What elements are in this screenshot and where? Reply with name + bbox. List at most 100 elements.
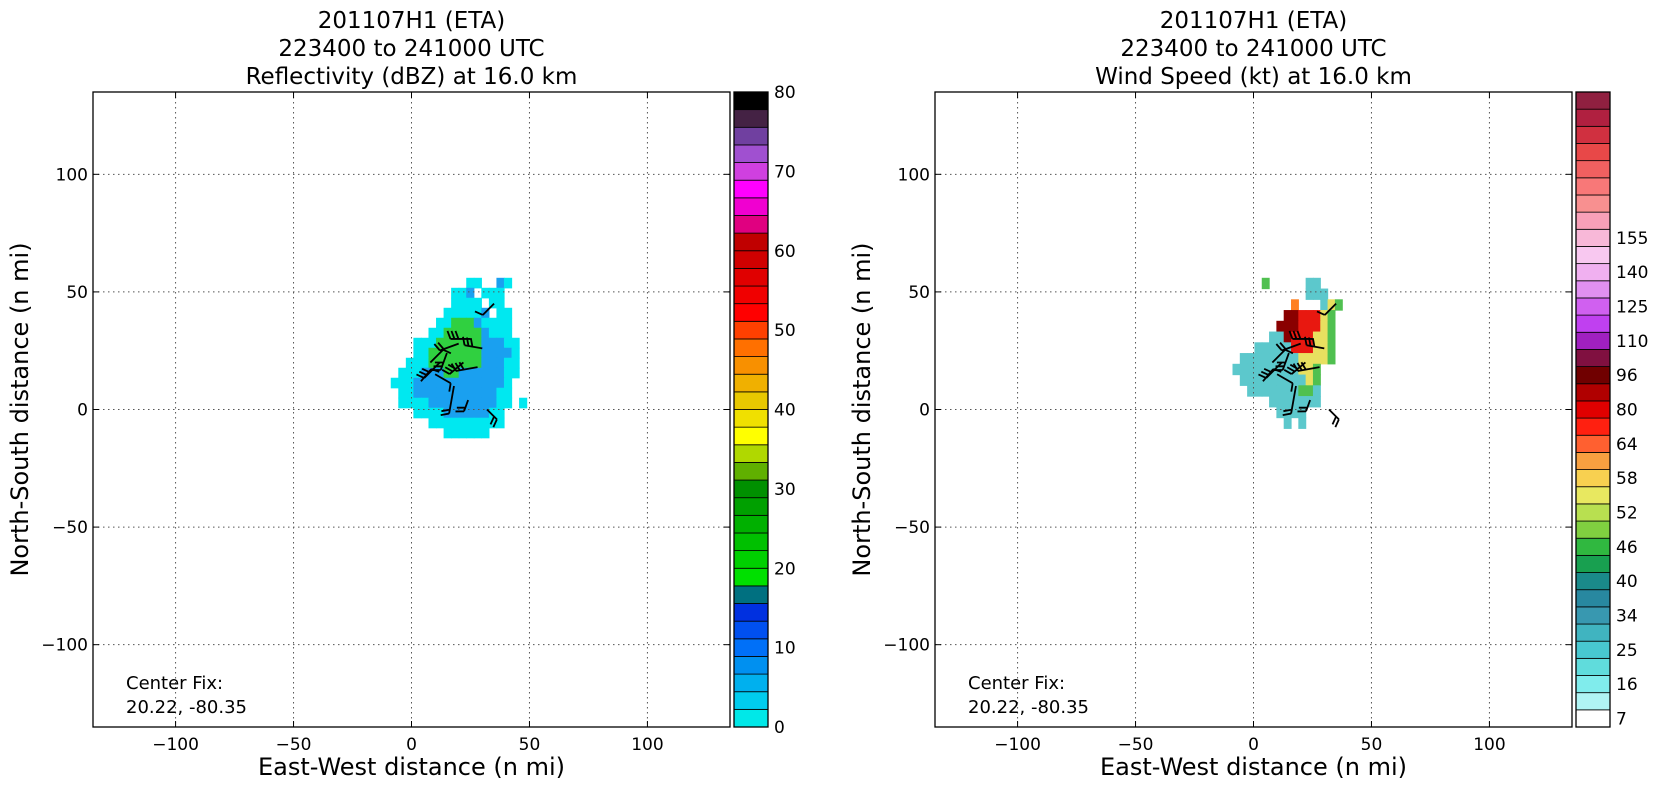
- field-cell: [1291, 406, 1299, 419]
- field-cell: [420, 357, 430, 369]
- field-cell: [473, 357, 482, 369]
- field-cell: [1312, 320, 1321, 333]
- field-cell: [405, 387, 414, 399]
- wind-barb: [1304, 336, 1325, 350]
- field-cell: [458, 347, 467, 359]
- colorbar-tick-label: 40: [774, 401, 796, 421]
- wind-barb: [1282, 385, 1297, 417]
- field-cell: [466, 327, 475, 339]
- field-cell: [496, 287, 505, 299]
- x-tick-label: 0: [1248, 735, 1259, 755]
- x-tick-label: −100: [152, 735, 199, 755]
- field-cell: [466, 297, 475, 309]
- field-cell: [1312, 342, 1321, 354]
- chart-title-line: 223400 to 241000 UTC: [278, 36, 544, 62]
- field-cell: [428, 357, 437, 369]
- field-cell: [473, 407, 482, 419]
- center-fix-annotation: Center Fix:: [126, 673, 223, 694]
- y-tick-label: 0: [919, 401, 930, 421]
- field-cell: [1276, 396, 1285, 408]
- colorbar-bin: [1575, 486, 1611, 505]
- field-cell: [451, 307, 460, 319]
- wind-barb: [486, 408, 498, 428]
- data-field: [1232, 277, 1343, 429]
- field-cell: [1305, 288, 1314, 300]
- field-cell: [436, 327, 445, 339]
- field-cell: [443, 377, 452, 389]
- y-tick-label: 50: [908, 283, 930, 303]
- colorbar: 7 16 25 34 40 46 52 58 64 80 96 110 125 140 155: [1575, 91, 1648, 729]
- field-cell: [413, 357, 422, 369]
- field-cell: [1305, 331, 1314, 343]
- field-cell: [1305, 320, 1314, 333]
- colorbar-tick-label: 64: [1616, 435, 1638, 455]
- field-cell: [511, 357, 520, 369]
- field-cell: [481, 397, 490, 409]
- colorbar-bin: [1575, 297, 1611, 316]
- colorbar-bin: [1575, 606, 1611, 625]
- field-cell: [428, 347, 437, 359]
- field-cell: [1312, 396, 1321, 408]
- field-cell: [1327, 310, 1336, 322]
- field-cell: [1232, 363, 1241, 376]
- field-cell: [413, 377, 422, 389]
- colorbar-bin: [1575, 520, 1611, 539]
- field-cell: [420, 377, 430, 389]
- field-cell: [428, 367, 437, 379]
- colorbar-tick-label: 40: [1616, 572, 1638, 592]
- wind-barb: [1297, 399, 1311, 413]
- field-cell: [511, 367, 520, 379]
- field-cell: [496, 367, 505, 379]
- field-cell: [451, 347, 460, 359]
- field-cell: [488, 367, 498, 379]
- field-cell: [503, 317, 513, 329]
- field-cell: [1320, 353, 1329, 365]
- colorbar-bin: [1575, 657, 1611, 676]
- field-cell: [451, 317, 460, 329]
- field-cell: [458, 377, 467, 389]
- field-cell: [496, 397, 505, 409]
- field-cell: [481, 367, 490, 379]
- field-cell: [496, 327, 505, 339]
- field-cell: [488, 297, 498, 309]
- colorbar-bin: [733, 691, 769, 710]
- colorbar-bin: [733, 285, 769, 305]
- y-tick-label: −100: [883, 636, 930, 656]
- colorbar-tick-label: 50: [774, 321, 796, 341]
- colorbar-bin: [1575, 314, 1611, 333]
- colorbar-bin: [1575, 194, 1611, 213]
- colorbar-bin: [733, 656, 769, 675]
- field-cell: [1305, 310, 1314, 322]
- field-cell: [428, 417, 437, 429]
- field-cell: [458, 407, 467, 419]
- field-cell: [413, 397, 422, 409]
- field-cell: [458, 287, 467, 299]
- colorbar-tick-label: 10: [774, 639, 796, 659]
- field-cell: [1247, 374, 1256, 386]
- colorbar-bin: [1575, 143, 1611, 162]
- field-cell: [451, 287, 460, 299]
- colorbar-bin: [733, 708, 769, 728]
- colorbar-bin: [733, 409, 769, 428]
- wind-barbs: [1258, 303, 1340, 428]
- field-cell: [436, 317, 445, 329]
- field-cell: [443, 337, 452, 349]
- colorbar-bin: [1575, 572, 1611, 591]
- wind-barb: [446, 330, 471, 340]
- field-cell: [1298, 374, 1307, 386]
- field-cell: [473, 277, 482, 289]
- field-cell: [451, 357, 460, 369]
- center-fix-annotation: 20.22, -80.35: [126, 697, 247, 718]
- field-cell: [511, 347, 520, 359]
- y-tick-label: −100: [41, 636, 88, 656]
- field-cell: [481, 337, 490, 349]
- colorbar-bin: [733, 91, 769, 111]
- colorbar-tick-label: 155: [1616, 229, 1648, 249]
- field-cell: [1239, 353, 1248, 365]
- field-cell: [413, 367, 422, 379]
- field-cell: [519, 397, 528, 409]
- field-cell: [1261, 374, 1270, 386]
- field-cell: [1312, 353, 1321, 365]
- x-tick-label: 0: [406, 735, 417, 755]
